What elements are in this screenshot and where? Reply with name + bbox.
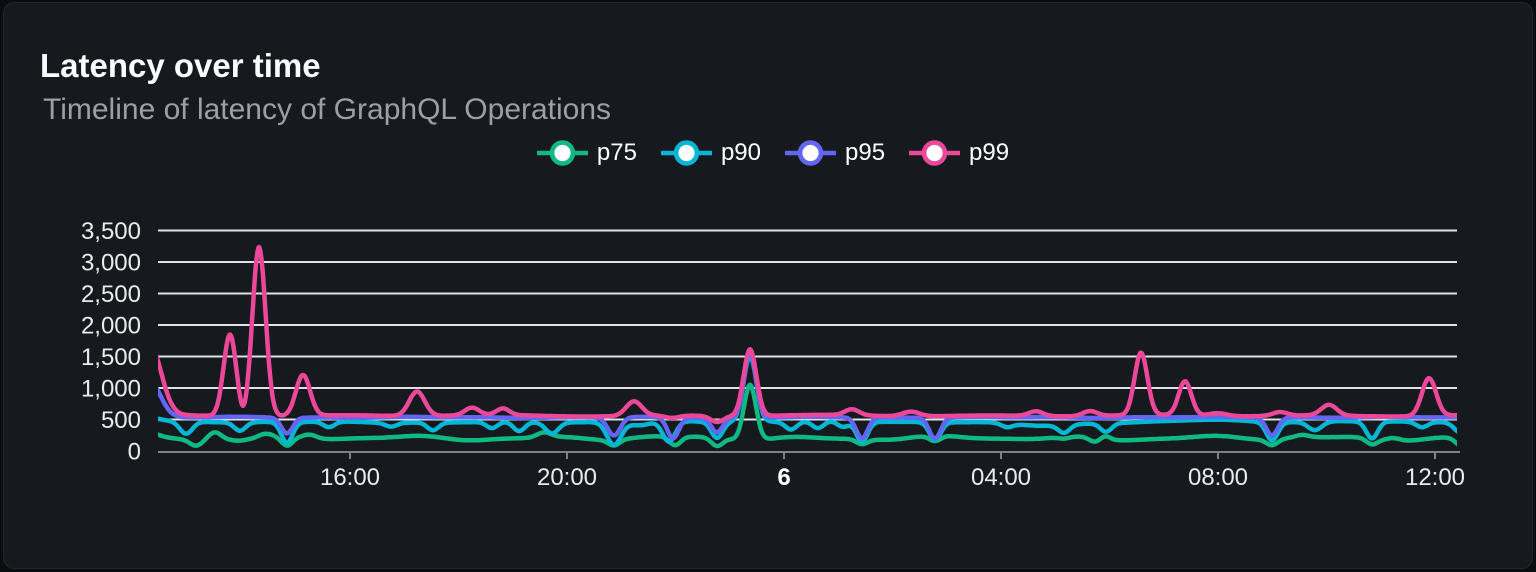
svg-text:12:00: 12:00: [1405, 464, 1465, 491]
svg-text:08:00: 08:00: [1188, 464, 1248, 491]
svg-text:2,000: 2,000: [81, 313, 141, 340]
svg-text:3,000: 3,000: [81, 250, 141, 277]
svg-text:16:00: 16:00: [320, 464, 380, 491]
svg-text:2,500: 2,500: [81, 281, 141, 308]
svg-text:0: 0: [128, 439, 141, 466]
svg-text:04:00: 04:00: [971, 464, 1031, 491]
svg-text:6: 6: [777, 464, 790, 491]
svg-text:3,500: 3,500: [81, 218, 141, 245]
svg-text:1,500: 1,500: [81, 344, 141, 371]
svg-text:500: 500: [101, 407, 141, 434]
svg-text:20:00: 20:00: [537, 464, 597, 491]
svg-text:1,000: 1,000: [81, 376, 141, 403]
